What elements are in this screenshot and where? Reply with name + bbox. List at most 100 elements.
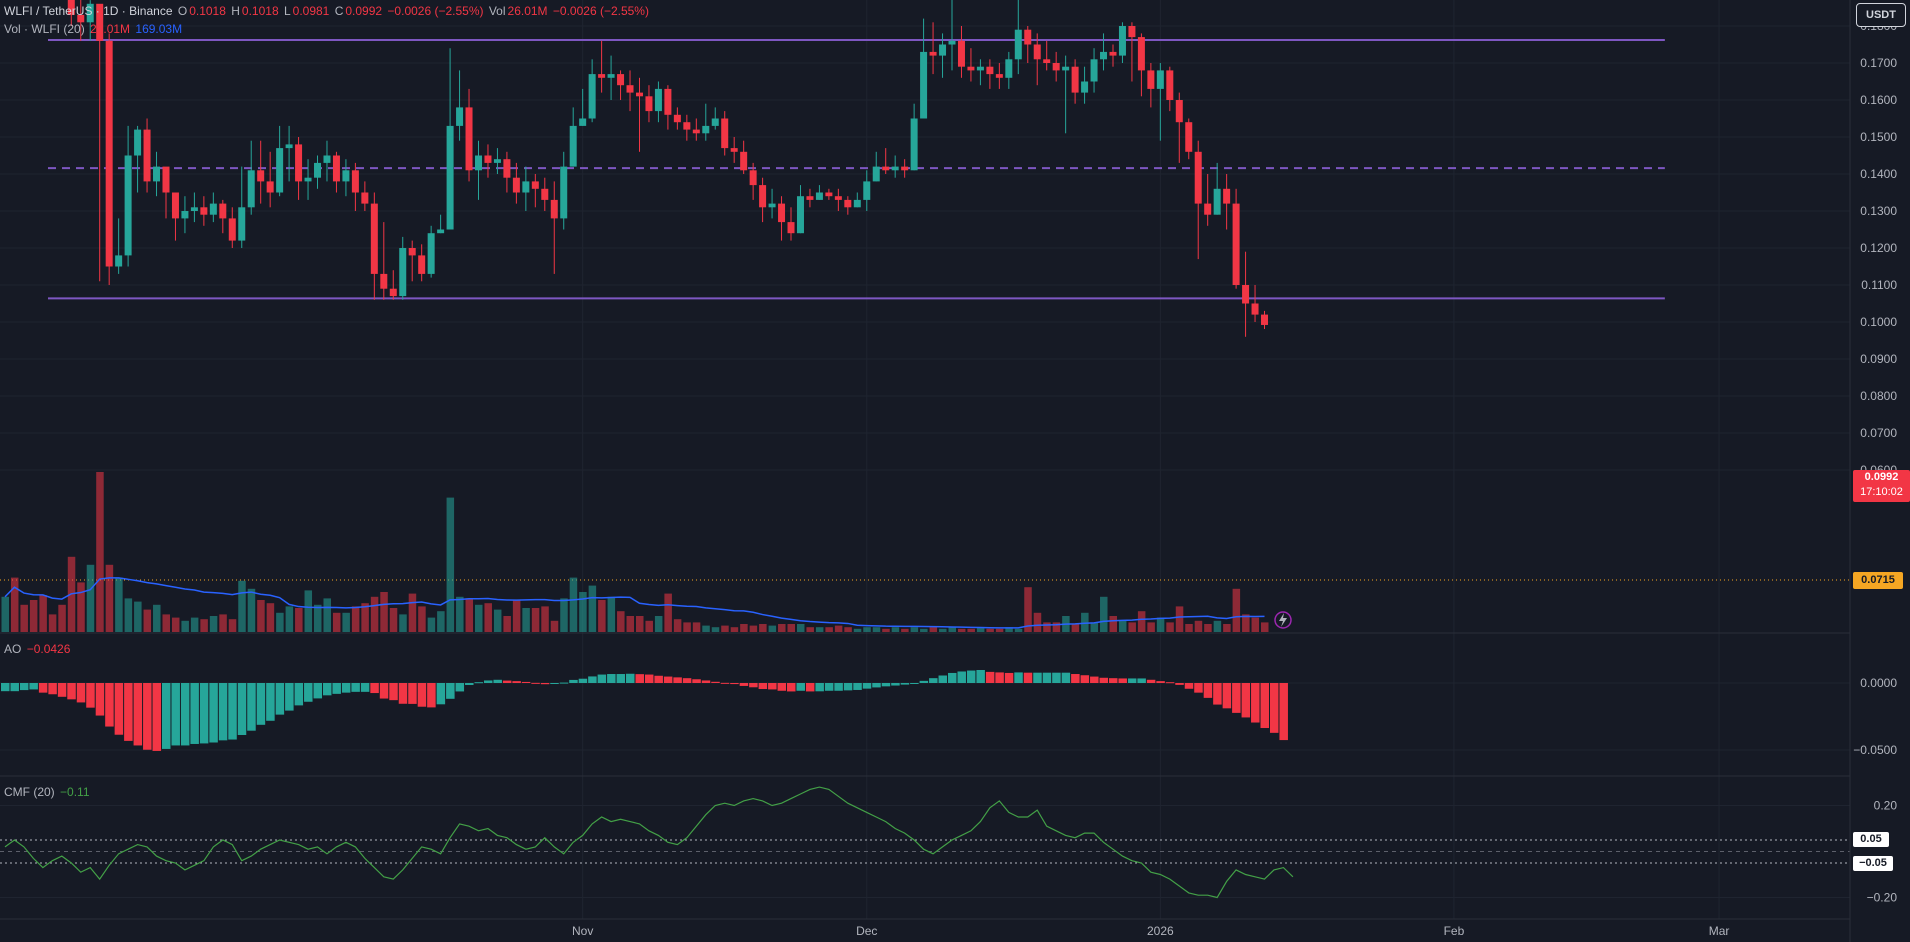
candle-body[interactable] bbox=[579, 118, 587, 126]
candle-body[interactable] bbox=[882, 166, 890, 171]
candle-body[interactable] bbox=[323, 155, 331, 163]
candle-body[interactable] bbox=[654, 88, 662, 112]
candle-body[interactable] bbox=[844, 199, 852, 208]
candle-body[interactable] bbox=[920, 51, 928, 119]
candle-body[interactable] bbox=[1194, 151, 1202, 204]
candle-body[interactable] bbox=[560, 166, 568, 219]
candle-body[interactable] bbox=[986, 66, 994, 75]
candle-body[interactable] bbox=[721, 118, 729, 149]
volume-legend-label[interactable]: Vol · WLFI (20) bbox=[4, 22, 85, 36]
candle-body[interactable] bbox=[295, 144, 303, 182]
candle-body[interactable] bbox=[683, 122, 691, 130]
candle-body[interactable] bbox=[569, 125, 577, 167]
candle-body[interactable] bbox=[171, 192, 179, 219]
candle-body[interactable] bbox=[427, 233, 435, 274]
candle-body[interactable] bbox=[408, 248, 416, 256]
candle-body[interactable] bbox=[1185, 122, 1193, 152]
candle-body[interactable] bbox=[550, 199, 558, 219]
candle-body[interactable] bbox=[711, 118, 719, 126]
candle-body[interactable] bbox=[1147, 70, 1155, 89]
candle-body[interactable] bbox=[749, 170, 757, 186]
candle-body[interactable] bbox=[1128, 26, 1136, 38]
candle-body[interactable] bbox=[456, 107, 464, 126]
candle-body[interactable] bbox=[901, 166, 909, 171]
candle-body[interactable] bbox=[437, 229, 445, 234]
candle-body[interactable] bbox=[1118, 26, 1126, 56]
candle-body[interactable] bbox=[304, 177, 312, 182]
candle-body[interactable] bbox=[209, 203, 217, 215]
candle-body[interactable] bbox=[493, 159, 501, 163]
candle-body[interactable] bbox=[1223, 188, 1231, 204]
candle-body[interactable] bbox=[276, 148, 284, 193]
candle-body[interactable] bbox=[389, 288, 397, 297]
candle-body[interactable] bbox=[1081, 81, 1089, 93]
candle-body[interactable] bbox=[1137, 37, 1145, 71]
candle-body[interactable] bbox=[815, 192, 823, 200]
candle-body[interactable] bbox=[1213, 188, 1221, 215]
candle-body[interactable] bbox=[976, 66, 984, 71]
symbol-title[interactable]: WLFI / TetherUS · 1D · Binance bbox=[4, 4, 173, 18]
candle-body[interactable] bbox=[853, 199, 861, 208]
candle-body[interactable] bbox=[768, 203, 776, 208]
candle-body[interactable] bbox=[929, 51, 937, 56]
candle-body[interactable] bbox=[617, 74, 625, 86]
candle-body[interactable] bbox=[1109, 51, 1117, 56]
candle-body[interactable] bbox=[702, 125, 710, 134]
candle-body[interactable] bbox=[635, 92, 643, 97]
candle-body[interactable] bbox=[778, 203, 786, 223]
candle-body[interactable] bbox=[607, 74, 615, 78]
candle-body[interactable] bbox=[314, 162, 322, 178]
candle-body[interactable] bbox=[541, 188, 549, 200]
candle-body[interactable] bbox=[995, 74, 1003, 78]
candle-body[interactable] bbox=[200, 207, 208, 215]
candle-body[interactable] bbox=[834, 196, 842, 200]
candles[interactable] bbox=[2, 0, 1269, 337]
candle-body[interactable] bbox=[740, 151, 748, 171]
candle-body[interactable] bbox=[1024, 29, 1032, 45]
ao-legend-label[interactable]: AO bbox=[4, 642, 22, 656]
candle-body[interactable] bbox=[645, 96, 653, 112]
candle-body[interactable] bbox=[342, 170, 350, 182]
candle-body[interactable] bbox=[153, 166, 161, 182]
candle-body[interactable] bbox=[1204, 203, 1212, 215]
candle-body[interactable] bbox=[465, 107, 473, 171]
candle-body[interactable] bbox=[399, 248, 407, 297]
candle-body[interactable] bbox=[77, 14, 85, 23]
candle-body[interactable] bbox=[1251, 303, 1259, 315]
candle-body[interactable] bbox=[181, 211, 189, 219]
candle-body[interactable] bbox=[673, 114, 681, 123]
candle-body[interactable] bbox=[588, 74, 596, 119]
candle-body[interactable] bbox=[512, 177, 520, 193]
candle-body[interactable] bbox=[1261, 314, 1269, 325]
candle-body[interactable] bbox=[806, 196, 814, 200]
candle-body[interactable] bbox=[1071, 66, 1079, 93]
candle-body[interactable] bbox=[598, 74, 606, 78]
candle-body[interactable] bbox=[285, 144, 293, 149]
candle-body[interactable] bbox=[115, 255, 123, 267]
candle-body[interactable] bbox=[247, 170, 255, 208]
candle-body[interactable] bbox=[228, 218, 236, 241]
candle-body[interactable] bbox=[219, 203, 227, 219]
candle-body[interactable] bbox=[503, 159, 511, 178]
candle-body[interactable] bbox=[759, 185, 767, 208]
candle-body[interactable] bbox=[825, 192, 833, 197]
candle-body[interactable] bbox=[531, 181, 539, 189]
candle-body[interactable] bbox=[1232, 203, 1240, 285]
candle-body[interactable] bbox=[418, 255, 426, 274]
candle-body[interactable] bbox=[370, 203, 378, 274]
candle-body[interactable] bbox=[1043, 59, 1051, 63]
candle-body[interactable] bbox=[626, 85, 634, 93]
candle-body[interactable] bbox=[863, 181, 871, 200]
candle-body[interactable] bbox=[967, 66, 975, 71]
candle-body[interactable] bbox=[361, 192, 369, 204]
candle-body[interactable] bbox=[796, 196, 804, 234]
candle-body[interactable] bbox=[380, 273, 388, 289]
candle-body[interactable] bbox=[948, 40, 956, 45]
candle-body[interactable] bbox=[1062, 66, 1070, 71]
candle-body[interactable] bbox=[238, 207, 246, 241]
candle-body[interactable] bbox=[1100, 51, 1108, 60]
candle-body[interactable] bbox=[96, 3, 104, 41]
candle-body[interactable] bbox=[1033, 44, 1041, 60]
candle-body[interactable] bbox=[664, 88, 672, 115]
